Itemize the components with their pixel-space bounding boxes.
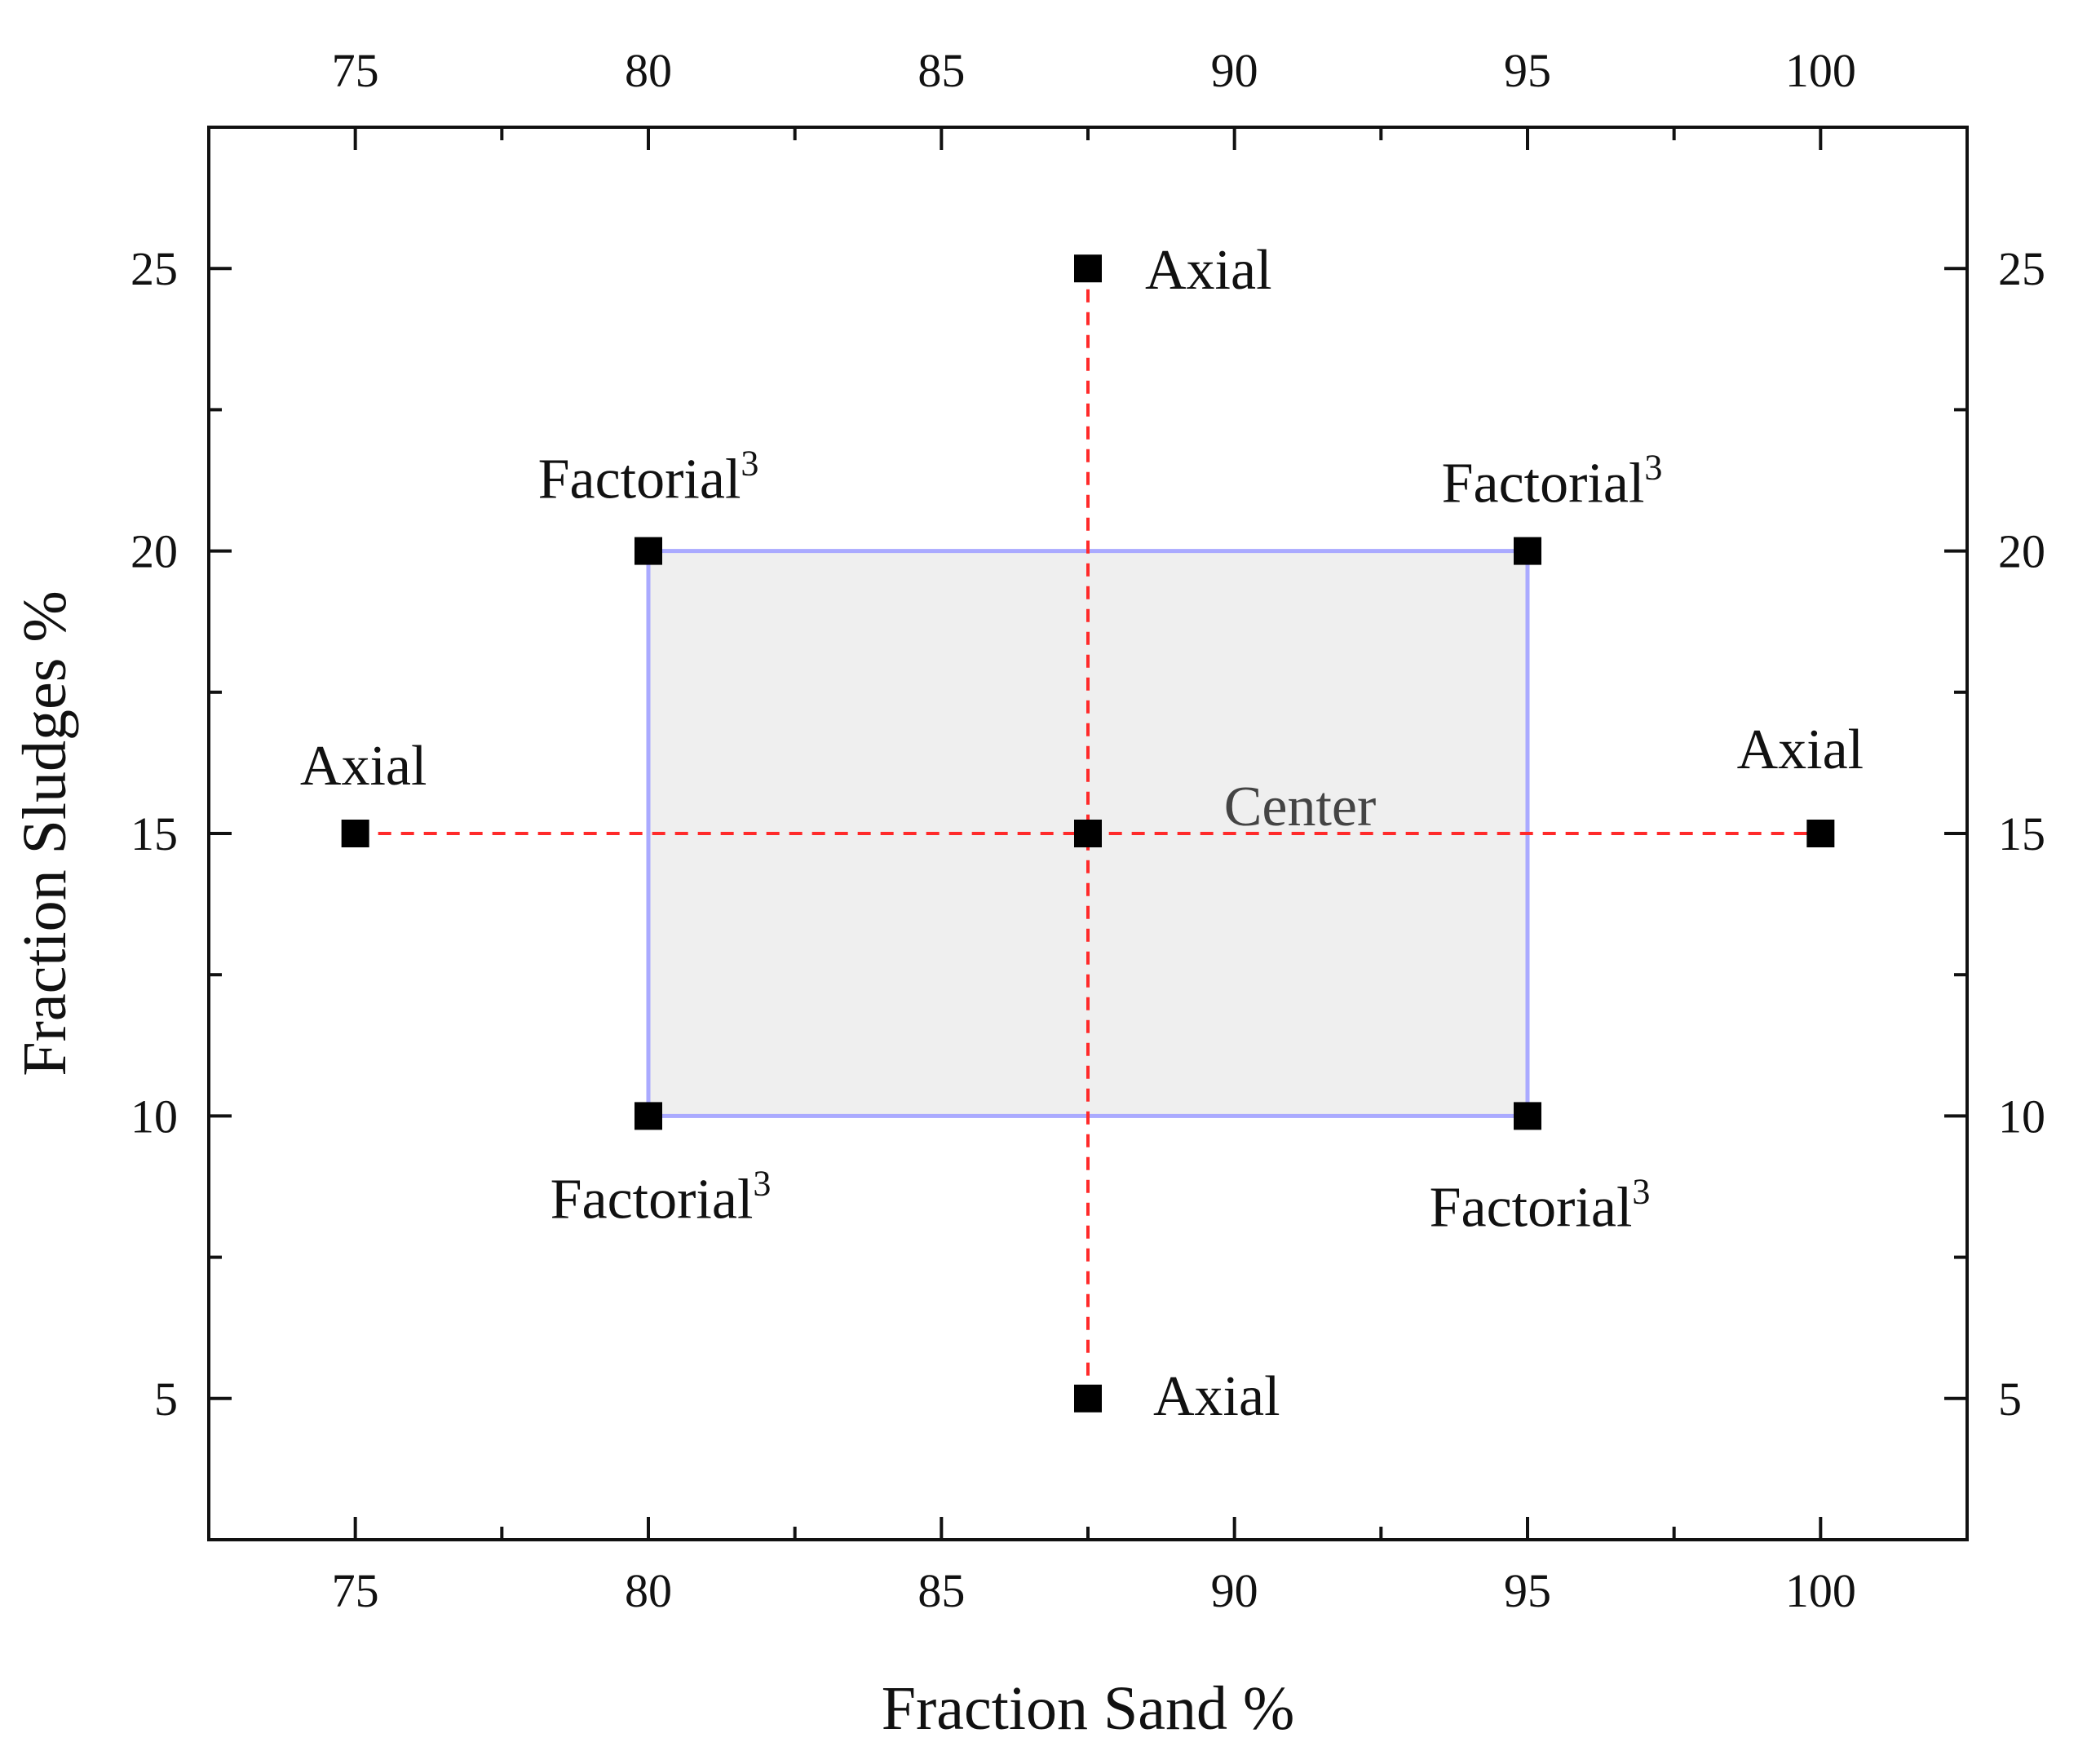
x-tick-label-bottom: 80 xyxy=(625,1564,672,1617)
point-label-center: Center xyxy=(1224,776,1377,838)
x-tick-label-bottom: 95 xyxy=(1504,1564,1551,1617)
x-tick-label-top: 100 xyxy=(1785,44,1856,97)
point-label-factorial: Factorial3 xyxy=(550,1163,772,1231)
point-factorial-6 xyxy=(635,1102,662,1130)
plot-frame xyxy=(207,126,1969,1541)
points-layer xyxy=(341,254,1835,1413)
point-factorial-5 xyxy=(1514,537,1541,565)
y-axis-title: Fraction Sludges % xyxy=(11,590,79,1076)
point-center-8 xyxy=(1074,820,1102,847)
y-tick-label-right: 25 xyxy=(1998,242,2045,295)
point-axial-2 xyxy=(341,820,369,847)
y-tick-label-left: 10 xyxy=(130,1090,178,1143)
y-tick-label-right: 5 xyxy=(1998,1373,2022,1426)
y-tick-label-right: 15 xyxy=(1998,807,2045,860)
point-factorial-4 xyxy=(635,537,662,565)
x-tick-label-top: 85 xyxy=(917,44,965,97)
y-tick-label-left: 25 xyxy=(130,242,178,295)
point-label-factorial: Factorial3 xyxy=(1442,448,1663,515)
x-tick-label-bottom: 90 xyxy=(1211,1564,1258,1617)
point-axial-1 xyxy=(1074,1384,1102,1413)
x-axis-title: Fraction Sand % xyxy=(882,1674,1295,1743)
point-label-factorial: Factorial3 xyxy=(1430,1171,1651,1239)
point-axial-0 xyxy=(1074,254,1102,283)
point-labels-layer: Axial Axial Axial Axial Factorial3 Factorial3… xyxy=(300,239,1864,1428)
point-label-axial: Axial xyxy=(1145,239,1272,302)
x-tick-label-bottom: 75 xyxy=(332,1564,379,1617)
point-axial-3 xyxy=(1806,820,1835,847)
x-tick-label-top: 80 xyxy=(625,44,672,97)
point-label-axial: Axial xyxy=(300,735,427,798)
y-tick-label-right: 20 xyxy=(1998,525,2045,578)
y-tick-label-left: 15 xyxy=(130,807,178,860)
point-label-axial: Axial xyxy=(1153,1365,1280,1428)
point-label-axial: Axial xyxy=(1737,718,1864,781)
x-tick-label-top: 90 xyxy=(1211,44,1258,97)
x-tick-label-top: 75 xyxy=(332,44,379,97)
y-tick-label-left: 20 xyxy=(130,525,178,578)
y-tick-label-right: 10 xyxy=(1998,1090,2045,1143)
point-factorial-7 xyxy=(1514,1102,1541,1130)
x-tick-label-bottom: 100 xyxy=(1785,1564,1856,1617)
x-tick-label-bottom: 85 xyxy=(917,1564,965,1617)
point-label-factorial: Factorial3 xyxy=(538,444,759,511)
y-tick-label-left: 5 xyxy=(154,1373,178,1426)
x-tick-label-top: 95 xyxy=(1504,44,1551,97)
